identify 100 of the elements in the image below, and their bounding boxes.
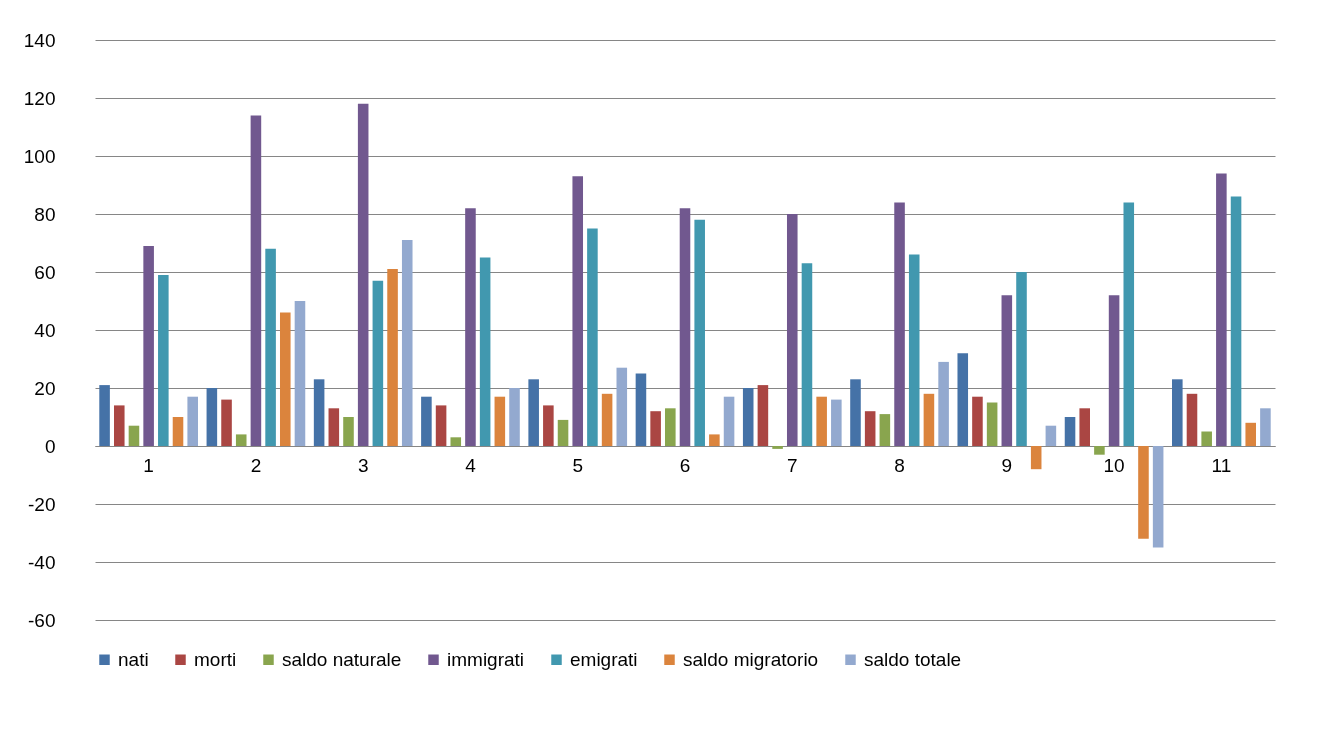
bar xyxy=(494,396,506,446)
bar xyxy=(528,379,539,446)
bar xyxy=(831,399,842,446)
legend-label: nati xyxy=(118,648,149,670)
legend-label: saldo totale xyxy=(864,648,962,670)
y-tick-label: 120 xyxy=(23,87,56,109)
bar xyxy=(387,269,398,446)
bar xyxy=(450,437,462,446)
bar xyxy=(206,388,218,446)
y-tick-label: -60 xyxy=(28,609,56,631)
x-tick-label: 7 xyxy=(786,454,798,476)
bar xyxy=(635,373,647,446)
y-tick-label: 100 xyxy=(23,145,56,167)
bar xyxy=(679,208,691,446)
bar xyxy=(616,367,628,446)
y-tick-label: 0 xyxy=(44,435,56,457)
bar xyxy=(479,257,491,446)
bar xyxy=(1201,431,1212,446)
bar xyxy=(894,202,905,446)
legend-label: morti xyxy=(194,648,237,670)
legend-label: saldo naturale xyxy=(282,648,402,670)
x-tick-label: 9 xyxy=(1001,454,1013,476)
bar xyxy=(265,248,276,446)
bar xyxy=(435,405,447,446)
x-tick-label: 8 xyxy=(894,454,905,476)
bar xyxy=(158,274,169,446)
bar xyxy=(187,396,198,446)
bar xyxy=(1094,446,1105,455)
bar xyxy=(1045,425,1057,446)
bar xyxy=(99,385,110,446)
bar xyxy=(864,411,876,446)
y-tick-label: 60 xyxy=(34,261,56,283)
x-tick-label: 10 xyxy=(1103,454,1125,476)
bar xyxy=(1138,446,1149,539)
x-tick-label: 6 xyxy=(679,454,691,476)
bar xyxy=(757,385,769,446)
y-tick-label: -20 xyxy=(28,493,56,515)
bar xyxy=(572,176,584,446)
bar xyxy=(1064,417,1076,446)
bar xyxy=(801,263,813,446)
bar xyxy=(816,396,827,446)
bar xyxy=(1001,295,1013,446)
bar xyxy=(1260,408,1271,446)
bar xyxy=(1016,272,1027,446)
bar xyxy=(313,379,325,446)
bar xyxy=(401,240,413,446)
bar xyxy=(1030,446,1042,470)
bar xyxy=(957,353,969,446)
bar xyxy=(1186,393,1198,446)
bar xyxy=(1079,408,1091,446)
bar xyxy=(938,361,949,446)
bar xyxy=(923,393,935,446)
bar xyxy=(372,280,384,446)
bar xyxy=(1108,295,1120,446)
bar xyxy=(879,414,891,446)
bar xyxy=(1172,379,1183,446)
x-tick-label: 5 xyxy=(572,454,584,476)
y-tick-label: -40 xyxy=(28,551,56,573)
bar xyxy=(986,402,998,446)
x-tick-label: 11 xyxy=(1211,454,1232,476)
x-tick-label: 2 xyxy=(250,454,262,476)
bar xyxy=(1230,196,1242,446)
bar xyxy=(650,411,661,446)
bar xyxy=(1245,422,1257,446)
bar xyxy=(250,115,262,446)
bar xyxy=(908,254,920,446)
bar xyxy=(421,396,432,446)
legend-label: immigrati xyxy=(447,648,525,670)
legend-label: saldo migratorio xyxy=(683,648,819,670)
y-tick-label: 140 xyxy=(23,29,56,51)
x-tick-label: 1 xyxy=(143,454,154,476)
bar xyxy=(772,446,783,449)
bar xyxy=(1123,202,1135,446)
bar xyxy=(665,408,676,446)
bar xyxy=(343,417,354,446)
bar xyxy=(357,103,369,446)
y-tick-label: 80 xyxy=(34,203,56,225)
bar xyxy=(709,434,720,446)
bar xyxy=(587,228,598,446)
bar xyxy=(509,388,520,446)
bar xyxy=(128,425,140,446)
bar xyxy=(742,388,754,446)
bar xyxy=(172,417,184,446)
bar xyxy=(1216,173,1227,446)
bar xyxy=(1152,446,1164,548)
legend-label: emigrati xyxy=(570,648,638,670)
bar xyxy=(465,208,476,446)
bar xyxy=(786,214,798,446)
bar xyxy=(221,399,232,446)
bar xyxy=(294,301,306,446)
bar xyxy=(694,219,705,446)
bar xyxy=(850,379,861,446)
x-tick-label: 3 xyxy=(357,454,369,476)
y-tick-label: 20 xyxy=(34,377,56,399)
bar xyxy=(723,396,735,446)
y-tick-label: 40 xyxy=(34,319,56,341)
bar xyxy=(557,419,569,446)
bar xyxy=(972,396,983,446)
bar xyxy=(235,434,247,446)
x-tick-label: 4 xyxy=(465,454,477,476)
